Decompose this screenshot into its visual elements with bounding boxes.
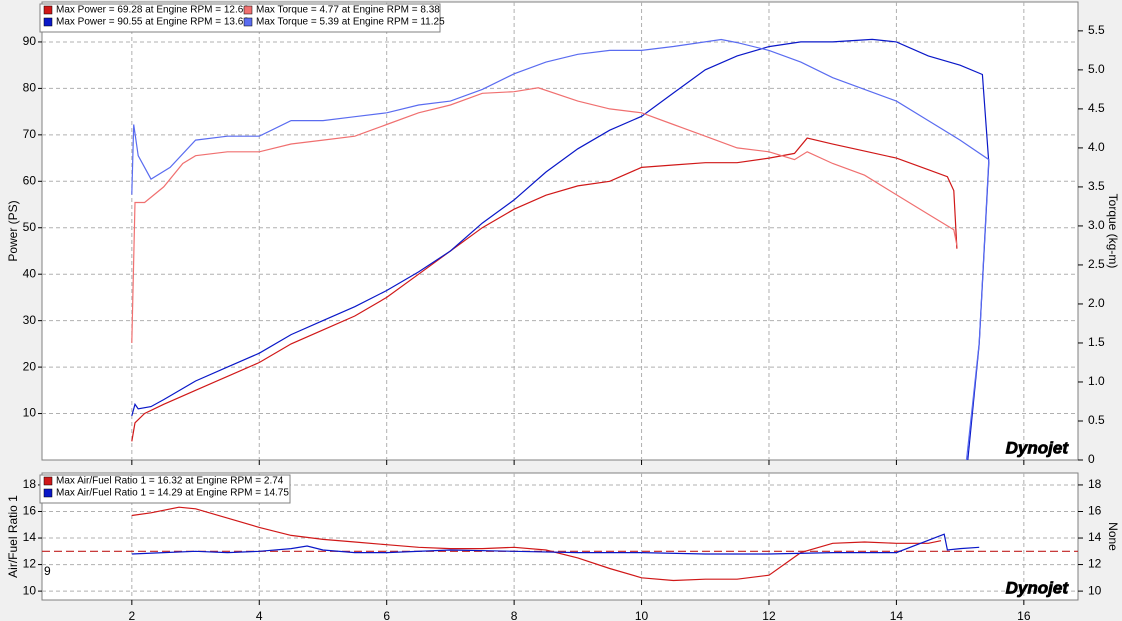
legend-swatch (243, 17, 253, 27)
y-tick-label: 20 (23, 359, 37, 373)
chart-layer: 10 20 30 40 50 60 70 80 90 0 0.5 1.0 1.5 2.0 2.5 3.0 3.5… (6, 2, 1120, 621)
y2-tick-label: 5.0 (1088, 62, 1105, 76)
y-tick-label: 70 (23, 127, 37, 141)
legend-swatch (243, 5, 253, 15)
y-tick-label: 10 (23, 406, 37, 420)
y-tick-label: 40 (23, 266, 37, 280)
top-plot-area (41, 1, 1079, 461)
y-tick-label: 80 (23, 81, 37, 95)
legend-swatch (43, 476, 53, 486)
y2-tick-label: 0 (1088, 452, 1095, 466)
y2-tick-label: 4.0 (1088, 140, 1105, 154)
logo: Dynojet (1006, 578, 1070, 597)
y-tick-label: 14 (23, 530, 37, 544)
y-tick-label: 10 (23, 583, 37, 597)
x-tick-label: 12 (762, 609, 776, 621)
legend-label: Max Torque = 4.77 at Engine RPM = 8.38 (256, 5, 440, 16)
y2-tick-label: 2.0 (1088, 296, 1105, 310)
y2-tick-label: 1.0 (1088, 374, 1105, 388)
y2-axis-label: Torque (kg-m) (1106, 194, 1120, 269)
y-axis-label: Air/Fuel Ratio 1 (6, 495, 20, 578)
x-tick-label: 16 (1017, 609, 1031, 621)
legend-label: Max Power = 90.55 at Engine RPM = 13.62 (56, 17, 249, 28)
y-tick-label: 50 (23, 220, 37, 234)
y2-tick-label: 16 (1088, 504, 1102, 518)
annotation: 9 (44, 564, 51, 578)
y2-axis-label: None (1106, 522, 1120, 551)
legend-box (39, 3, 441, 33)
y2-tick-label: 3.5 (1088, 179, 1105, 193)
y2-tick-label: 1.5 (1088, 335, 1105, 349)
legend-swatch (43, 17, 53, 27)
y-tick-label: 18 (23, 477, 37, 491)
y2-tick-label: 5.5 (1088, 23, 1105, 37)
y-tick-label: 12 (23, 557, 37, 571)
x-tick-label: 6 (383, 609, 390, 621)
series-line (131, 137, 958, 442)
series-line (131, 533, 980, 555)
y-tick-label: 16 (23, 504, 37, 518)
y2-tick-label: 18 (1088, 477, 1102, 491)
y-axis-label: Power (PS) (6, 200, 20, 261)
legend-box (39, 474, 291, 504)
legend-swatch (43, 5, 53, 15)
x-tick-label: 10 (635, 609, 649, 621)
logo: Dynojet (1006, 438, 1070, 457)
y2-tick-label: 3.0 (1088, 218, 1105, 232)
y2-tick-label: 10 (1088, 583, 1102, 597)
x-tick-label: 8 (511, 609, 518, 621)
legend-label: Max Power = 69.28 at Engine RPM = 12.60 (56, 5, 249, 16)
y2-tick-label: 2.5 (1088, 257, 1105, 271)
series-line (131, 38, 990, 461)
y2-tick-label: 0.5 (1088, 413, 1105, 427)
y-tick-label: 60 (23, 173, 37, 187)
y2-tick-label: 4.5 (1088, 101, 1105, 115)
x-tick-label: 14 (890, 609, 904, 621)
series-line (131, 38, 990, 461)
x-tick-label: 4 (256, 609, 263, 621)
y-tick-label: 30 (23, 313, 37, 327)
y-tick-label: 90 (23, 34, 37, 48)
y2-tick-label: 12 (1088, 557, 1102, 571)
series-line (131, 87, 958, 344)
series-line (131, 506, 942, 582)
legend-label: Max Air/Fuel Ratio 1 = 14.29 at Engine R… (56, 488, 289, 499)
legend-label: Max Air/Fuel Ratio 1 = 16.32 at Engine R… (56, 476, 284, 487)
x-tick-label: 2 (128, 609, 135, 621)
legend-swatch (43, 488, 53, 498)
legend-label: Max Torque = 5.39 at Engine RPM = 11.25 (256, 17, 445, 28)
y2-tick-label: 14 (1088, 530, 1102, 544)
